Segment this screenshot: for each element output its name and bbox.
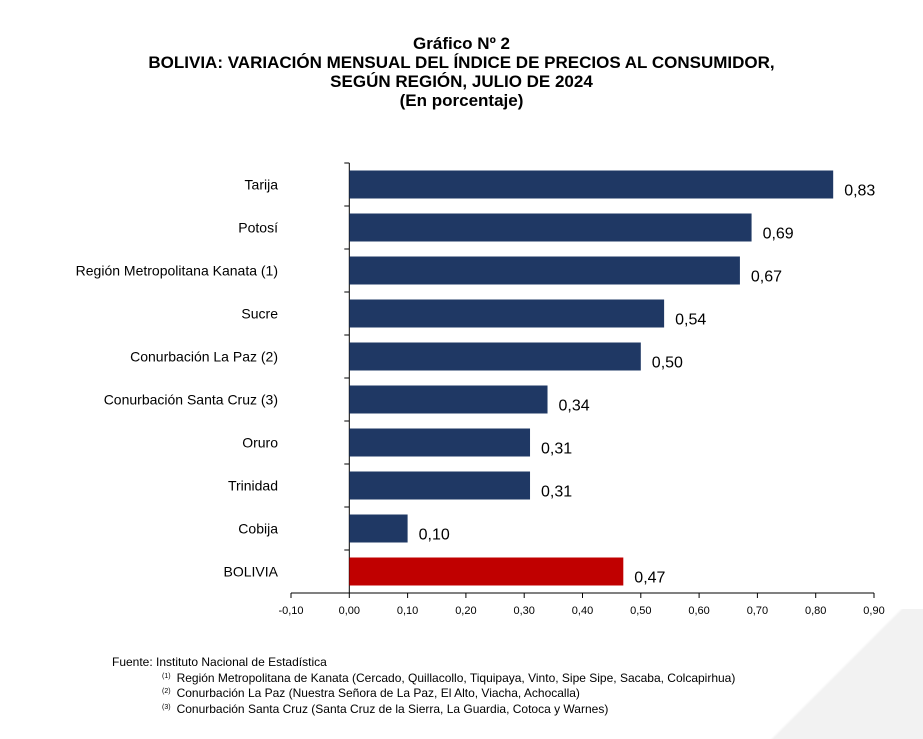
x-tick-label: 0,90 <box>863 605 884 617</box>
footnote-3-mark: (3) <box>162 703 171 711</box>
chart-title-block: Gráfico Nº 2 BOLIVIA: VARIACIÓN MENSUAL … <box>0 34 923 110</box>
category-label: Tarija <box>245 177 279 193</box>
bar-5 <box>349 342 641 371</box>
footnote-1-mark: (1) <box>162 672 171 680</box>
footnote-1: (1) Región Metropolitana de Kanata (Cerca… <box>112 670 735 686</box>
footnote-3-text: Conurbación Santa Cruz (Santa Cruz de la… <box>176 701 609 716</box>
bar-6 <box>349 385 548 414</box>
x-tick-label: 0,80 <box>805 605 826 617</box>
category-label: Oruro <box>242 435 278 451</box>
x-tick-label: 0,30 <box>513 605 534 617</box>
x-tick-label: 0,40 <box>572 605 593 617</box>
footnote-2: (2) Conurbación La Paz (Nuestra Señora de… <box>112 685 735 701</box>
category-label: Cobija <box>238 521 278 537</box>
x-tick-label: 0,70 <box>747 605 768 617</box>
value-label: 0,83 <box>844 183 875 200</box>
value-label: 0,50 <box>652 355 683 372</box>
value-label: 0,31 <box>541 441 572 458</box>
chart-title-continued: SEGÚN REGIÓN, JULIO DE 2024 <box>330 72 593 91</box>
bar-9 <box>349 514 408 543</box>
bar-4 <box>349 299 665 328</box>
bar-10 <box>349 557 624 586</box>
bar-3 <box>349 256 740 285</box>
x-tick-label: 0,10 <box>397 605 418 617</box>
value-label: 0,69 <box>763 226 794 243</box>
footnote-1-text: Región Metropolitana de Kanata (Cercado,… <box>176 670 736 685</box>
bar-1 <box>349 170 834 199</box>
category-label: Conurbación Santa Cruz (3) <box>104 392 278 408</box>
value-label: 0,54 <box>675 312 706 329</box>
background-decoration <box>713 609 923 739</box>
category-label: Sucre <box>241 306 278 322</box>
value-label: 0,10 <box>419 527 450 544</box>
bar-7 <box>349 428 531 457</box>
category-label: Trinidad <box>228 478 278 494</box>
footnote-3: (3) Conurbación Santa Cruz (Santa Cruz de… <box>112 701 735 717</box>
category-label: BOLIVIA <box>224 564 279 580</box>
bar-2 <box>349 213 752 242</box>
value-label: 0,31 <box>541 484 572 501</box>
chart-title: BOLIVIA: VARIACIÓN MENSUAL DEL ÍNDICE DE… <box>148 53 775 72</box>
footer: Fuente: Instituto Nacional de Estadístic… <box>112 655 735 716</box>
x-tick-label: 0,20 <box>455 605 476 617</box>
x-tick-label: -0,10 <box>278 605 303 617</box>
value-label: 0,34 <box>559 398 590 415</box>
category-label: Conurbación La Paz (2) <box>130 349 278 365</box>
bar-8 <box>349 471 531 500</box>
value-label: 0,67 <box>751 269 782 286</box>
footnote-2-text: Conurbación La Paz (Nuestra Señora de La… <box>176 686 580 700</box>
footnote-2-mark: (2) <box>162 688 171 695</box>
chart-unit: (En porcentaje) <box>399 91 524 110</box>
category-label: Región Metropolitana Kanata (1) <box>76 263 278 279</box>
x-tick-label: 0,60 <box>688 605 709 617</box>
value-label: 0,47 <box>634 570 665 587</box>
x-tick-label: 0,00 <box>339 605 360 617</box>
source-note: Fuente: Instituto Nacional de Estadístic… <box>112 655 327 669</box>
category-label: Potosí <box>238 220 278 236</box>
chart-number: Gráfico Nº 2 <box>413 34 510 53</box>
bar-chart: -0,10 0,00 0,10 0,20 0,30 0,40 0,50 0,60 0,70 0,8… <box>76 162 885 617</box>
x-tick-label: 0,50 <box>630 605 651 617</box>
